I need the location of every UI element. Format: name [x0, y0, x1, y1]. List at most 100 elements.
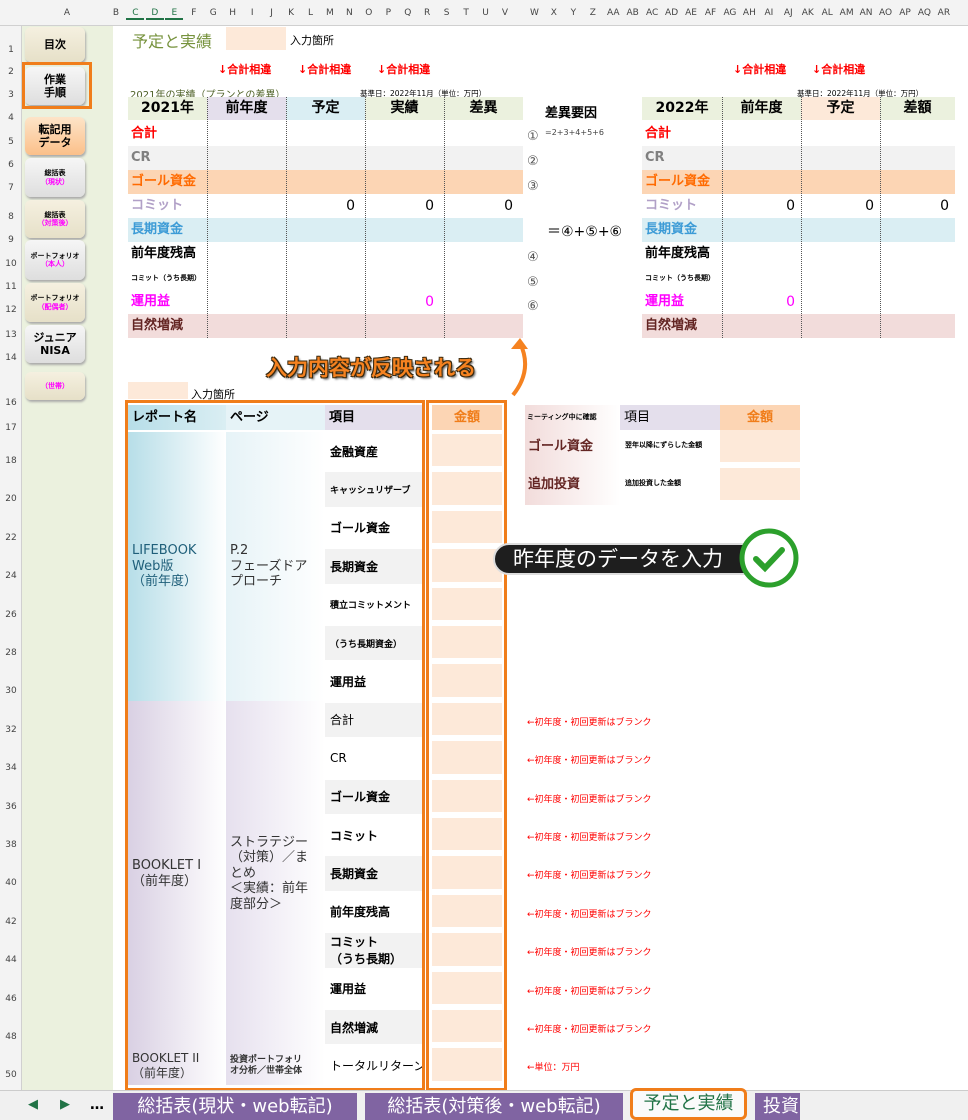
- value-cell[interactable]: 0: [504, 198, 513, 214]
- amount-input[interactable]: [432, 741, 502, 774]
- sidebar-button[interactable]: ポートフォリオ （本人）: [25, 240, 85, 280]
- sidebar-button[interactable]: ポートフォリオ （配偶者）: [25, 283, 85, 322]
- column-header[interactable]: AB: [626, 8, 639, 18]
- column-header[interactable]: AC: [645, 8, 659, 18]
- value-cell[interactable]: 0: [786, 294, 795, 310]
- column-header[interactable]: T: [463, 8, 469, 18]
- column-header[interactable]: I: [250, 8, 254, 18]
- amount-input[interactable]: [432, 472, 502, 505]
- row-header[interactable]: 4: [8, 113, 14, 123]
- column-header[interactable]: AE: [685, 8, 697, 18]
- sidebar-button[interactable]: 転記用 データ: [25, 117, 85, 155]
- meeting-amount-input[interactable]: [720, 468, 800, 500]
- amount-input[interactable]: [432, 1010, 502, 1043]
- value-cell[interactable]: 0: [346, 198, 355, 214]
- row-header[interactable]: 14: [5, 353, 17, 363]
- amount-input[interactable]: [432, 626, 502, 659]
- more-sheets-button[interactable]: …: [90, 1097, 104, 1113]
- amount-input[interactable]: [432, 1048, 502, 1081]
- column-header[interactable]: F: [191, 8, 197, 18]
- row-header[interactable]: 42: [5, 916, 17, 927]
- next-sheet-button[interactable]: ▶: [60, 1097, 70, 1112]
- row-header[interactable]: 28: [5, 648, 17, 658]
- column-header[interactable]: C: [126, 8, 145, 20]
- row-header[interactable]: 30: [5, 686, 17, 697]
- row-header[interactable]: 11: [5, 282, 17, 292]
- column-header[interactable]: AO: [879, 8, 893, 18]
- column-header[interactable]: P: [385, 8, 392, 18]
- row-header[interactable]: 13: [5, 330, 17, 340]
- column-header[interactable]: S: [443, 8, 450, 18]
- column-header[interactable]: AF: [704, 8, 717, 18]
- column-header[interactable]: X: [550, 8, 557, 18]
- value-cell[interactable]: 0: [786, 198, 795, 214]
- value-cell[interactable]: 0: [425, 198, 434, 214]
- amount-input[interactable]: [432, 664, 502, 697]
- column-header[interactable]: G: [209, 8, 217, 18]
- column-header[interactable]: K: [288, 8, 294, 18]
- row-header[interactable]: 12: [5, 305, 17, 315]
- row-header[interactable]: 36: [5, 801, 17, 812]
- column-header[interactable]: A: [63, 8, 71, 18]
- row-header[interactable]: 20: [5, 494, 17, 505]
- tab-investment[interactable]: 投資: [755, 1093, 800, 1120]
- prev-sheet-button[interactable]: ◀: [28, 1097, 38, 1112]
- amount-input[interactable]: [432, 779, 502, 812]
- amount-input[interactable]: [432, 434, 502, 467]
- tab-plan-actual[interactable]: 予定と実績: [630, 1088, 747, 1120]
- row-header[interactable]: 50: [5, 1070, 17, 1081]
- meeting-amount-input[interactable]: [720, 430, 800, 462]
- row-header[interactable]: 40: [5, 878, 17, 889]
- row-header[interactable]: 44: [5, 955, 17, 966]
- column-header[interactable]: AA: [606, 8, 620, 18]
- column-header[interactable]: AP: [899, 8, 911, 18]
- column-header[interactable]: AJ: [783, 8, 793, 18]
- sidebar-button[interactable]: （世帯）: [25, 372, 85, 400]
- row-header[interactable]: 18: [5, 456, 17, 466]
- column-header[interactable]: L: [307, 8, 313, 18]
- amount-input[interactable]: [432, 894, 502, 928]
- row-header[interactable]: 16: [5, 398, 17, 408]
- row-header[interactable]: 32: [5, 724, 17, 735]
- row-header[interactable]: 22: [5, 532, 17, 543]
- row-header[interactable]: 5: [8, 137, 14, 147]
- column-header[interactable]: J: [270, 8, 273, 18]
- column-header[interactable]: O: [365, 8, 373, 18]
- sidebar-button[interactable]: ジュニア NISA: [25, 325, 85, 363]
- row-header[interactable]: 34: [5, 763, 17, 774]
- column-header[interactable]: E: [165, 8, 184, 20]
- column-header[interactable]: AD: [665, 8, 679, 18]
- row-header[interactable]: 7: [8, 183, 14, 193]
- sidebar-button[interactable]: 総括表 （現状）: [25, 158, 85, 197]
- amount-input[interactable]: [432, 933, 502, 966]
- column-header[interactable]: AQ: [917, 8, 931, 18]
- column-header[interactable]: R: [424, 8, 431, 18]
- column-header[interactable]: AL: [821, 8, 833, 18]
- column-header[interactable]: AI: [764, 8, 774, 18]
- row-header[interactable]: 10: [5, 259, 17, 269]
- column-header[interactable]: W: [529, 8, 539, 18]
- row-header[interactable]: 38: [5, 840, 17, 850]
- value-cell[interactable]: 0: [940, 198, 949, 214]
- amount-input[interactable]: [432, 587, 502, 620]
- value-cell[interactable]: 0: [425, 294, 434, 310]
- column-header[interactable]: AM: [839, 8, 854, 18]
- row-header[interactable]: 26: [5, 609, 17, 620]
- amount-input[interactable]: [432, 702, 502, 736]
- column-header[interactable]: U: [482, 8, 489, 18]
- sidebar-button[interactable]: 総括表 （対策後）: [25, 200, 85, 238]
- row-header[interactable]: 6: [8, 160, 14, 170]
- column-header[interactable]: AG: [723, 8, 737, 18]
- tab-summary-after[interactable]: 総括表(対策後・web転記): [365, 1093, 623, 1120]
- column-header[interactable]: AN: [859, 8, 873, 18]
- column-header[interactable]: H: [229, 8, 237, 18]
- row-header[interactable]: 48: [5, 1032, 17, 1042]
- amount-input[interactable]: [432, 549, 502, 582]
- row-header[interactable]: 1: [8, 45, 14, 55]
- row-header[interactable]: 8: [8, 212, 14, 222]
- column-header[interactable]: M: [326, 8, 334, 18]
- column-header[interactable]: Q: [404, 8, 412, 18]
- tab-summary-current[interactable]: 総括表(現状・web転記): [113, 1093, 357, 1120]
- amount-input[interactable]: [432, 856, 502, 889]
- row-header[interactable]: 9: [8, 235, 14, 245]
